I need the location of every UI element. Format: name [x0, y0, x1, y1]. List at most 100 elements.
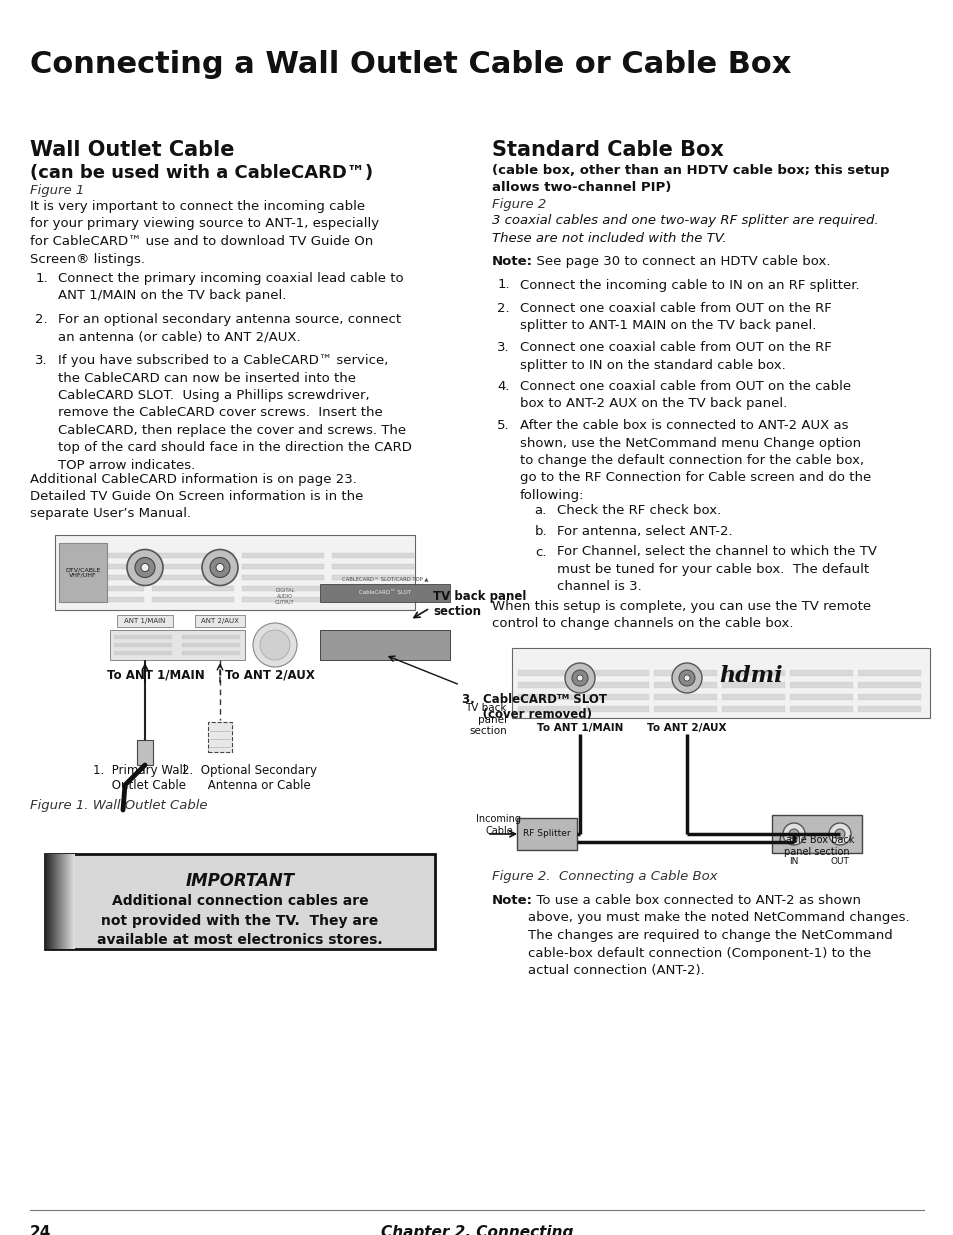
Bar [585, 682, 648, 688]
Bar [117, 615, 172, 627]
Bar [789, 694, 852, 700]
Bar [194, 615, 245, 627]
Bar [67, 853, 68, 948]
Bar [71, 853, 73, 948]
Bar [182, 651, 240, 655]
Bar [517, 694, 580, 700]
Bar [45, 853, 435, 948]
Bar [789, 706, 852, 713]
Text: Figure 2: Figure 2 [492, 198, 546, 211]
Bar [857, 706, 920, 713]
Bar [113, 651, 172, 655]
Text: Cable Box back
panel section: Cable Box back panel section [779, 835, 854, 857]
Bar [62, 853, 63, 948]
Bar [654, 671, 717, 676]
Bar [332, 585, 414, 592]
Text: DIGITAL
AUDIO
OUTPUT: DIGITAL AUDIO OUTPUT [274, 588, 294, 605]
Bar [152, 564, 233, 569]
Text: Connect one coaxial cable from OUT on the cable
box to ANT-2 AUX on the TV back : Connect one coaxial cable from OUT on th… [519, 380, 850, 410]
Bar [50, 853, 51, 948]
Text: To ANT 2/AUX: To ANT 2/AUX [646, 722, 726, 734]
Circle shape [135, 557, 154, 578]
Bar [60, 853, 61, 948]
Text: c.: c. [535, 546, 546, 558]
Bar [857, 671, 920, 676]
Bar [45, 853, 46, 948]
Circle shape [834, 829, 844, 839]
Bar [152, 553, 233, 558]
Bar [68, 853, 69, 948]
Circle shape [683, 676, 689, 680]
Text: Note:: Note: [492, 254, 533, 268]
Bar [59, 853, 60, 948]
Bar [721, 706, 784, 713]
Bar [73, 853, 74, 948]
Bar [63, 853, 64, 948]
Bar [654, 682, 717, 688]
Bar [74, 853, 75, 948]
Bar [54, 853, 55, 948]
Circle shape [141, 563, 149, 572]
Circle shape [828, 823, 850, 845]
Text: CABLECARD™ SLOT/CARD TOP ▲: CABLECARD™ SLOT/CARD TOP ▲ [341, 576, 428, 580]
Text: To use a cable box connected to ANT-2 as shown
above, you must make the noted Ne: To use a cable box connected to ANT-2 as… [527, 894, 908, 977]
Bar [721, 671, 784, 676]
Text: 24: 24 [30, 1225, 51, 1235]
Bar [585, 671, 648, 676]
Circle shape [577, 676, 582, 680]
Bar [242, 576, 324, 580]
Bar [59, 543, 107, 601]
Text: Connect one coaxial cable from OUT on the RF
splitter to IN on the standard cabl: Connect one coaxial cable from OUT on th… [519, 341, 831, 372]
Text: 1.: 1. [35, 272, 48, 285]
Bar [69, 853, 70, 948]
Text: OUT: OUT [830, 857, 848, 866]
Text: For an optional secondary antenna source, connect
an antenna (or cable) to ANT 2: For an optional secondary antenna source… [58, 312, 400, 343]
Bar [61, 853, 62, 948]
Text: It is very important to connect the incoming cable
for your primary viewing sour: It is very important to connect the inco… [30, 200, 378, 266]
Bar [57, 853, 58, 948]
Text: (can be used with a CableCARD™): (can be used with a CableCARD™) [30, 164, 373, 182]
Text: a.: a. [535, 505, 546, 517]
Bar [332, 553, 414, 558]
Bar [857, 694, 920, 700]
Bar [654, 694, 717, 700]
Text: 3.: 3. [35, 354, 48, 367]
Bar [47, 853, 48, 948]
Bar [110, 630, 245, 659]
Bar [152, 585, 233, 592]
Circle shape [671, 663, 701, 693]
Text: See page 30 to connect an HDTV cable box.: See page 30 to connect an HDTV cable box… [527, 254, 830, 268]
Bar [654, 706, 717, 713]
Text: 3.: 3. [497, 341, 510, 354]
Text: Additional CableCARD information is on page 23.
Detailed TV Guide On Screen info: Additional CableCARD information is on p… [30, 473, 363, 520]
Text: For antenna, select ANT-2.: For antenna, select ANT-2. [557, 525, 732, 538]
Bar [721, 682, 784, 688]
Text: To ANT 1/MAIN: To ANT 1/MAIN [107, 668, 205, 682]
Text: Connect one coaxial cable from OUT on the RF
splitter to ANT-1 MAIN on the TV ba: Connect one coaxial cable from OUT on th… [519, 303, 831, 332]
Bar [242, 597, 324, 601]
Text: 3 coaxial cables and one two-way RF splitter are required.
These are not include: 3 coaxial cables and one two-way RF spli… [492, 214, 878, 245]
Bar [332, 597, 414, 601]
Text: Check the RF check box.: Check the RF check box. [557, 505, 720, 517]
Circle shape [127, 550, 163, 585]
Text: Wall Outlet Cable: Wall Outlet Cable [30, 140, 234, 161]
Bar [49, 853, 50, 948]
Bar [70, 853, 71, 948]
Text: 1.  Primary Wall
     Outlet Cable: 1. Primary Wall Outlet Cable [93, 764, 187, 792]
Text: 5.: 5. [497, 419, 510, 432]
Circle shape [782, 823, 804, 845]
Bar [152, 597, 233, 601]
Text: IMPORTANT: IMPORTANT [185, 872, 294, 890]
Bar [789, 682, 852, 688]
Bar [62, 576, 144, 580]
Text: (cable box, other than an HDTV cable box; this setup
allows two-channel PIP): (cable box, other than an HDTV cable box… [492, 164, 888, 194]
Text: For Channel, select the channel to which the TV
must be tuned for your cable box: For Channel, select the channel to which… [557, 546, 876, 594]
Text: Figure 1: Figure 1 [30, 184, 84, 198]
Text: ANT 2/AUX: ANT 2/AUX [201, 618, 238, 624]
Text: TV back
panel
section: TV back panel section [465, 703, 506, 736]
Text: To ANT 2/AUX: To ANT 2/AUX [225, 668, 314, 682]
Text: Incoming
Cable: Incoming Cable [476, 814, 521, 836]
Text: b.: b. [534, 525, 546, 538]
Text: When this setup is complete, you can use the TV remote
control to change channel: When this setup is complete, you can use… [492, 600, 870, 631]
Bar [242, 553, 324, 558]
